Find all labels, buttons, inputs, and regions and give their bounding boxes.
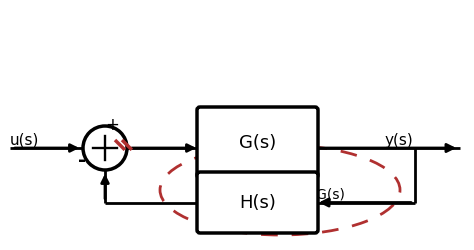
Text: +: + [105,116,119,134]
Text: H(s): H(s) [239,194,276,212]
Text: y(s): y(s) [385,132,414,148]
FancyBboxPatch shape [197,172,318,233]
Text: L(s)= H(s)G(s): L(s)= H(s)G(s) [246,188,345,202]
Text: -: - [78,150,86,170]
Text: u(s): u(s) [10,132,39,148]
Text: G(s): G(s) [239,134,276,152]
FancyBboxPatch shape [197,107,318,178]
